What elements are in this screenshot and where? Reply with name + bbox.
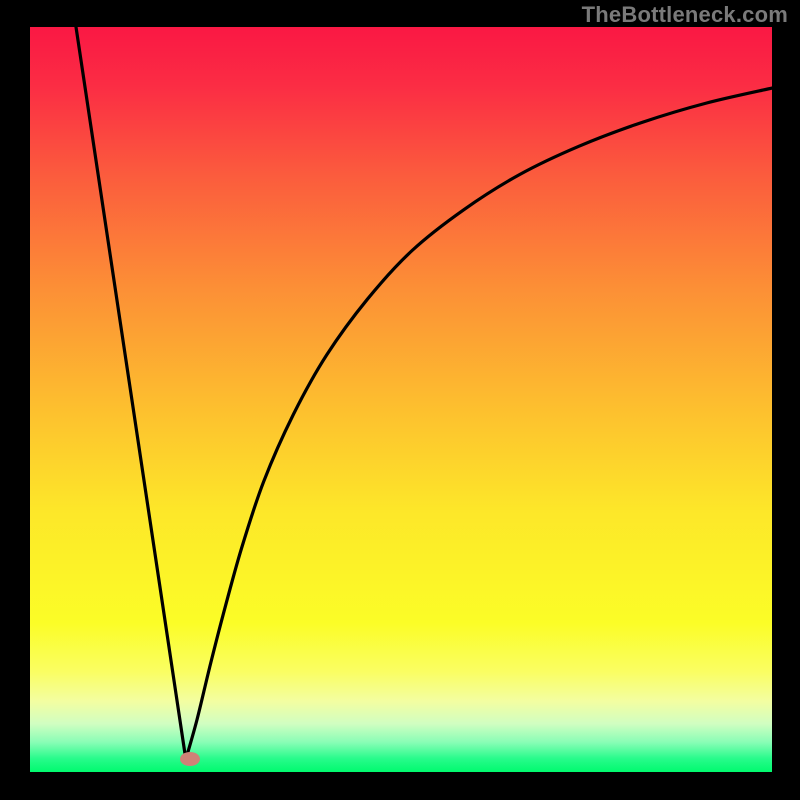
bottleneck-curve <box>76 27 772 759</box>
curve-svg <box>30 27 772 772</box>
watermark-text: TheBottleneck.com <box>582 2 788 28</box>
plot-area <box>30 27 772 772</box>
optimal-point-marker <box>180 752 200 766</box>
chart-frame: TheBottleneck.com <box>0 0 800 800</box>
